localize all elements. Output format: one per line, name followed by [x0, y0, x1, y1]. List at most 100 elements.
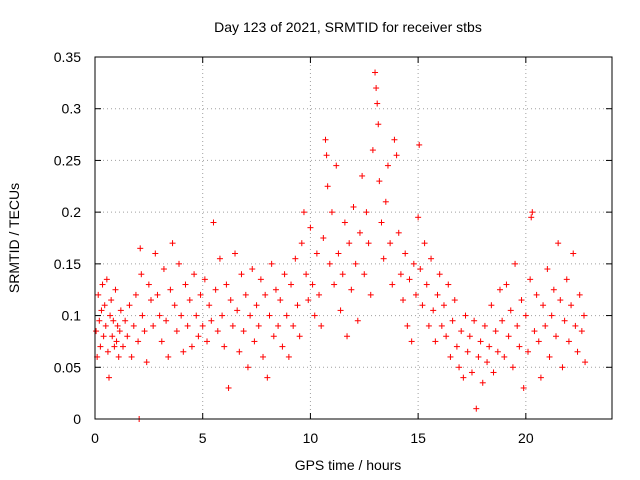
data-point: [436, 271, 443, 278]
data-point: [518, 297, 525, 304]
data-point: [270, 333, 277, 340]
data-point: [182, 281, 189, 288]
data-point: [296, 333, 303, 340]
data-point: [507, 307, 514, 314]
data-point: [397, 271, 404, 278]
data-point: [456, 364, 463, 371]
data-point: [419, 302, 426, 309]
data-point: [512, 260, 519, 267]
data-point: [158, 338, 165, 345]
y-tick-label: 0.3: [62, 101, 82, 117]
data-point: [402, 250, 409, 257]
data-point: [466, 333, 473, 340]
data-point: [552, 333, 559, 340]
data-point: [434, 291, 441, 298]
data-point: [238, 271, 245, 278]
data-point: [505, 333, 512, 340]
data-point: [346, 240, 353, 247]
data-point: [104, 348, 111, 355]
data-point: [253, 302, 260, 309]
data-point: [374, 100, 381, 107]
data-point: [251, 338, 258, 345]
data-point: [350, 203, 357, 210]
data-point: [247, 312, 254, 319]
data-point: [389, 281, 396, 288]
data-point: [514, 322, 521, 329]
data-point: [404, 322, 411, 329]
y-tick-label: 0.2: [62, 204, 82, 220]
data-point: [580, 312, 587, 319]
data-point: [391, 136, 398, 143]
data-point: [163, 317, 170, 324]
data-point: [290, 322, 297, 329]
y-tick-label: 0.1: [62, 308, 82, 324]
data-point: [150, 322, 157, 329]
data-point: [531, 328, 538, 335]
data-point: [322, 136, 329, 143]
data-point: [128, 353, 135, 360]
data-point: [365, 240, 372, 247]
chart-title: Day 123 of 2021, SRMTID for receiver stb…: [214, 19, 482, 35]
data-point: [262, 291, 269, 298]
data-point: [311, 312, 318, 319]
data-point: [234, 307, 241, 314]
data-point: [152, 250, 159, 257]
data-point: [568, 302, 575, 309]
data-point: [423, 281, 430, 288]
data-point: [103, 276, 110, 283]
y-tick-label: 0.25: [54, 152, 81, 168]
data-point: [445, 281, 452, 288]
data-point: [540, 302, 547, 309]
data-point: [114, 322, 121, 329]
data-point: [313, 250, 320, 257]
data-point: [509, 364, 516, 371]
data-point: [475, 353, 482, 360]
data-point: [462, 312, 469, 319]
data-point: [578, 328, 585, 335]
data-point: [361, 271, 368, 278]
data-point: [160, 266, 167, 273]
data-point: [191, 271, 198, 278]
x-tick-label: 20: [518, 430, 534, 446]
data-point: [227, 297, 234, 304]
data-point: [143, 359, 150, 366]
data-point: [99, 281, 106, 288]
data-point: [300, 209, 307, 216]
data-point: [275, 322, 282, 329]
data-point: [156, 312, 163, 319]
data-point: [425, 322, 432, 329]
data-point: [305, 297, 312, 304]
data-point: [244, 364, 251, 371]
data-point: [415, 214, 422, 221]
data-point: [122, 317, 129, 324]
data-point: [193, 312, 200, 319]
data-point: [387, 240, 394, 247]
data-point: [126, 302, 133, 309]
data-point: [113, 338, 120, 345]
data-point: [93, 328, 100, 335]
data-point: [221, 343, 228, 350]
data-point: [120, 343, 127, 350]
data-point: [428, 255, 435, 262]
data-point: [204, 338, 211, 345]
data-point: [323, 152, 330, 159]
data-point: [572, 322, 579, 329]
data-point: [108, 297, 115, 304]
y-tick-label: 0.15: [54, 256, 81, 272]
data-point: [382, 198, 389, 205]
data-point: [494, 348, 501, 355]
data-point: [100, 333, 107, 340]
data-point: [341, 219, 348, 226]
data-point: [406, 276, 413, 283]
data-point: [432, 338, 439, 345]
data-point: [268, 260, 275, 267]
data-point: [178, 312, 185, 319]
data-point: [124, 333, 131, 340]
data-point: [197, 291, 204, 298]
data-point: [410, 260, 417, 267]
data-point: [546, 353, 553, 360]
data-point: [331, 281, 338, 288]
data-point: [574, 348, 581, 355]
data-point: [416, 141, 423, 148]
data-point: [212, 286, 219, 293]
